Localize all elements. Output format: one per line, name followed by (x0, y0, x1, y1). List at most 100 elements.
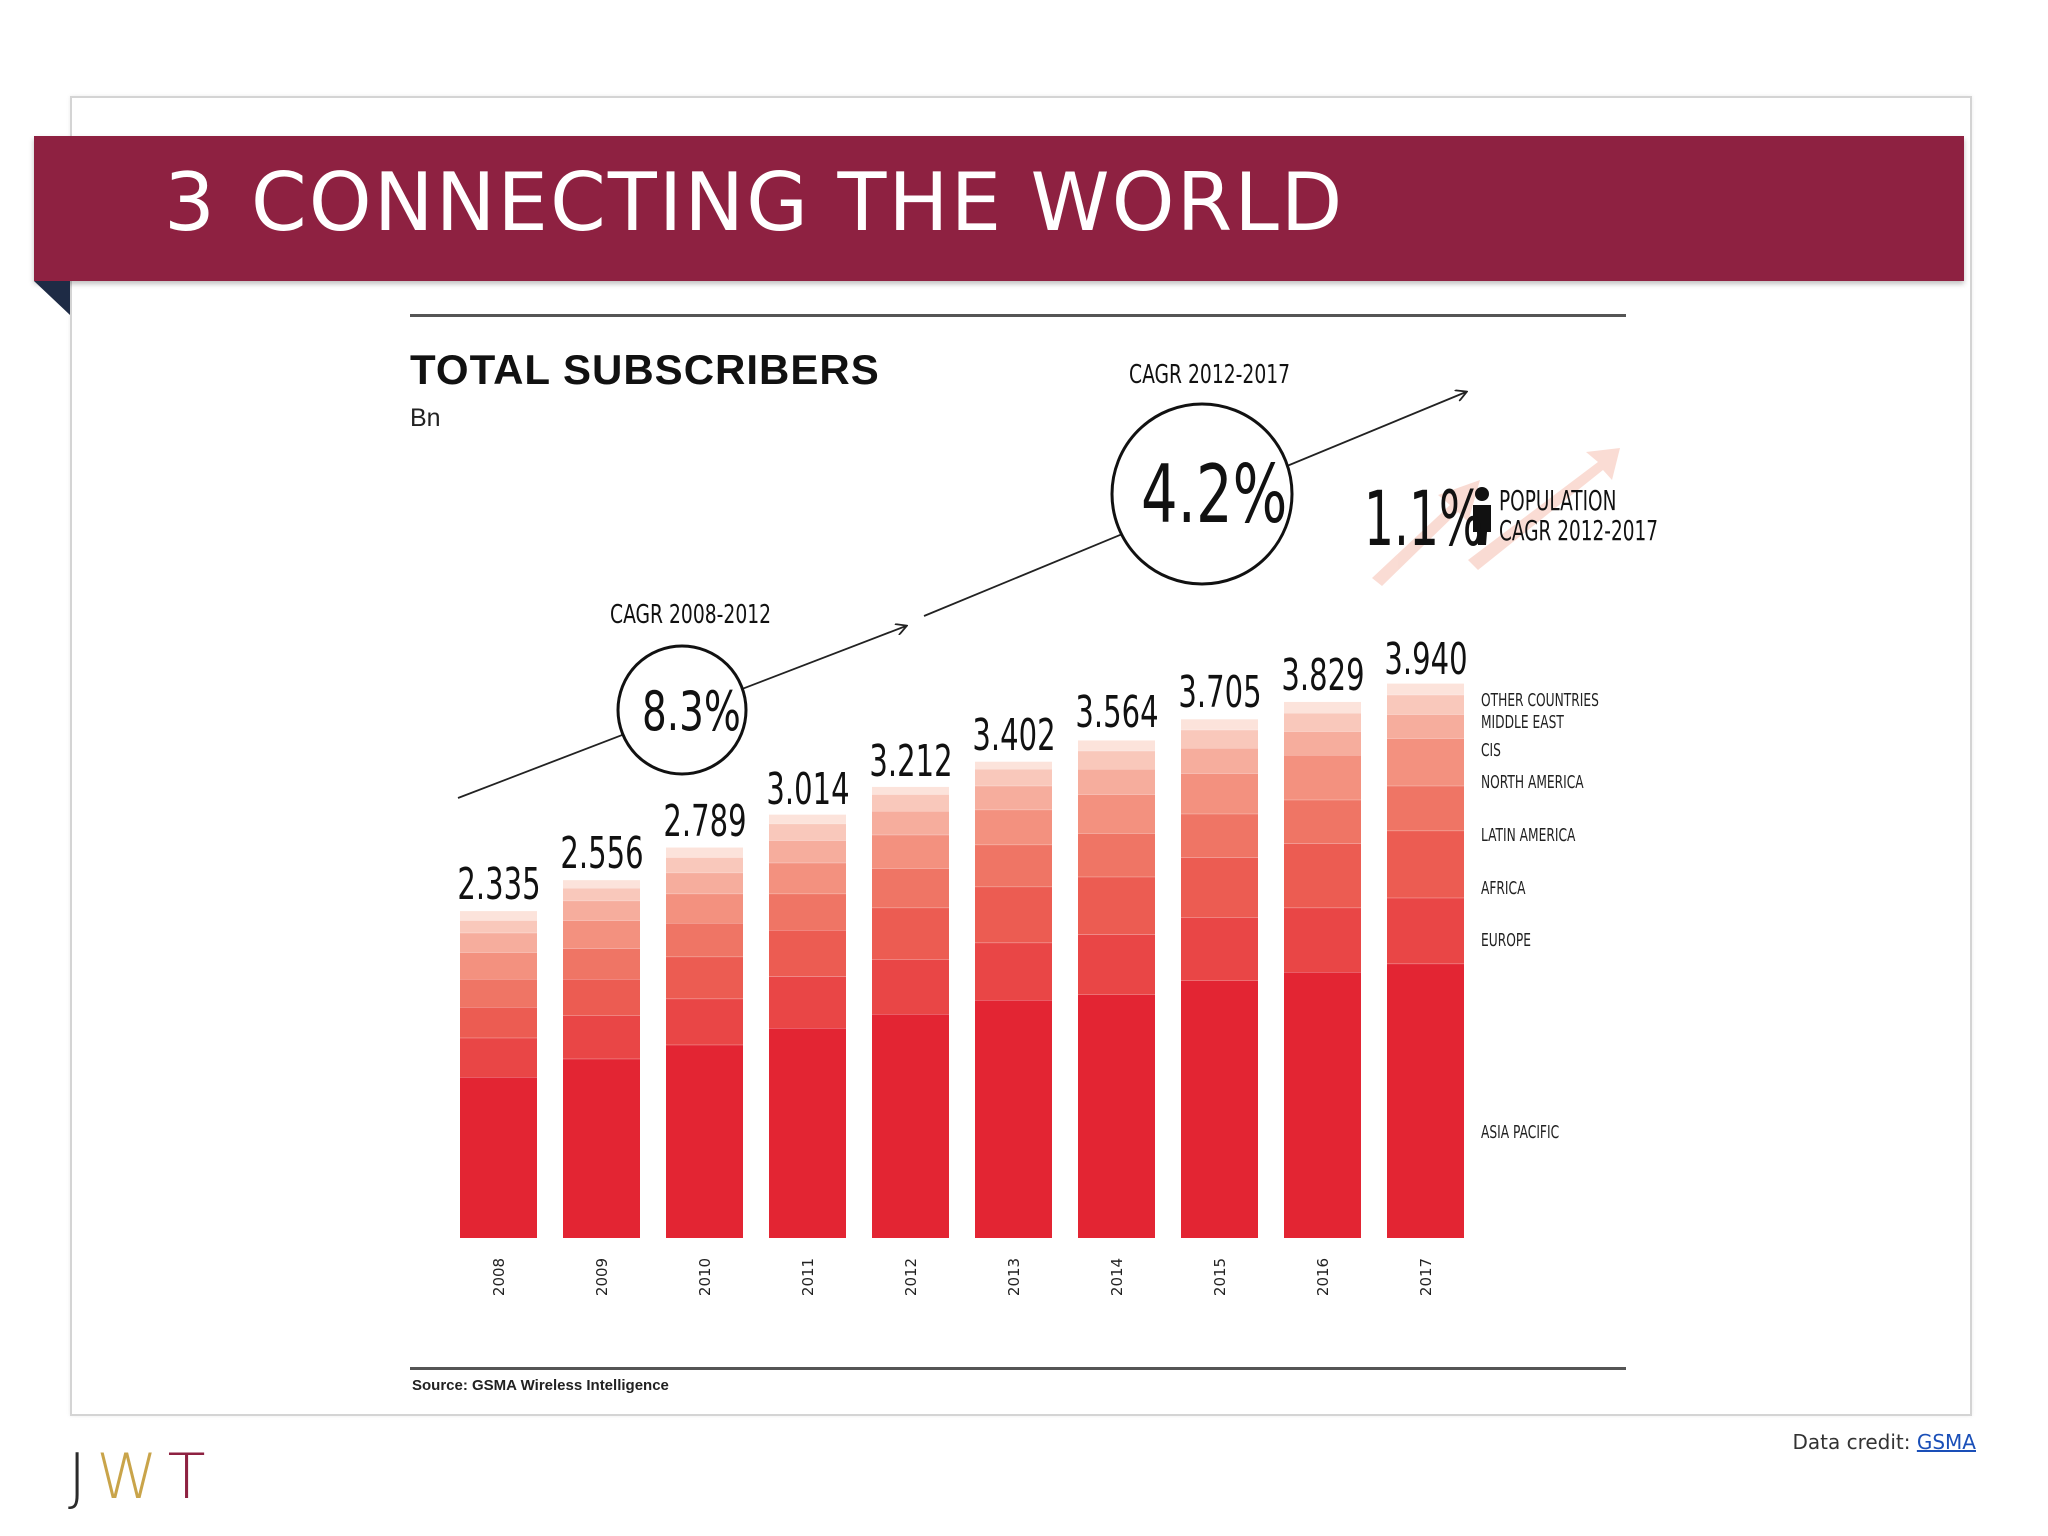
bar-segment-other-countries-2011 (769, 814, 846, 824)
jwt-logo: JWT (68, 1440, 215, 1513)
bar-segment-middle-east-2015 (1181, 729, 1258, 748)
bar-segment-latin-america-2014 (1078, 833, 1155, 877)
year-label-2011: 2011 (798, 1257, 817, 1297)
bar-segment-other-countries-2016 (1284, 701, 1361, 713)
year-label-2016: 2016 (1313, 1257, 1332, 1297)
total-label-2011: 3.014 (765, 764, 850, 816)
bar-segment-asia-pacific-2010 (666, 1044, 743, 1238)
cagr1-value: 8.3% (642, 680, 741, 743)
slide-number: 3 (164, 156, 217, 249)
cagr-circle-2 (1110, 402, 1294, 586)
bar-segment-africa-2017 (1387, 830, 1464, 898)
bar-segment-other-countries-2017 (1387, 683, 1464, 695)
bar-segment-latin-america-2009 (563, 948, 640, 979)
bar-segment-europe-2009 (563, 1015, 640, 1059)
bar-segment-cis-2015 (1181, 748, 1258, 774)
bar-segment-africa-2010 (666, 956, 743, 999)
bar-segment-africa-2009 (563, 979, 640, 1016)
bar-segment-latin-america-2012 (872, 868, 949, 908)
bar-segment-africa-2011 (769, 930, 846, 977)
credit-prefix: Data credit: (1792, 1430, 1917, 1454)
banner-fold (34, 281, 70, 315)
bar-segment-north-america-2017 (1387, 738, 1464, 786)
person-icon (1473, 487, 1491, 545)
legend-item-cis: CIS (1481, 740, 1501, 761)
bottom-rule (410, 1367, 1626, 1370)
slide-title-text: CONNECTING THE WORLD (250, 156, 1345, 249)
bar-segment-asia-pacific-2011 (769, 1028, 846, 1238)
bar-segment-latin-america-2017 (1387, 785, 1464, 831)
bar-segment-other-countries-2012 (872, 786, 949, 795)
population-value: 1.1% (1364, 474, 1484, 563)
bar-segment-other-countries-2015 (1181, 719, 1258, 730)
bar-segment-north-america-2012 (872, 834, 949, 869)
top-rule (410, 314, 1626, 317)
bar-segment-cis-2017 (1387, 714, 1464, 739)
bar-segment-cis-2012 (872, 811, 949, 835)
legend-item-asia-pacific: ASIA PACIFIC (1481, 1122, 1560, 1143)
bar-segment-other-countries-2009 (563, 880, 640, 888)
bar-segment-cis-2009 (563, 900, 640, 921)
bar-segment-north-america-2008 (460, 952, 537, 979)
bar-segment-middle-east-2013 (975, 769, 1052, 786)
bar-segment-middle-east-2016 (1284, 713, 1361, 732)
bar-segment-europe-2010 (666, 998, 743, 1045)
bar-segment-middle-east-2010 (666, 857, 743, 873)
bar-segment-cis-2010 (666, 872, 743, 894)
logo-letter-t: T (167, 1440, 216, 1513)
bar-segment-asia-pacific-2013 (975, 1000, 1052, 1238)
bar-segment-latin-america-2008 (460, 979, 537, 1007)
year-label-2008: 2008 (489, 1257, 508, 1297)
bar-segment-europe-2017 (1387, 897, 1464, 964)
slide-title: 3 CONNECTING THE WORLD (164, 156, 1344, 249)
total-label-2008: 2.335 (456, 859, 541, 911)
bar-segment-asia-pacific-2015 (1181, 980, 1258, 1238)
total-label-2016: 3.829 (1280, 649, 1365, 701)
bar-segment-cis-2016 (1284, 731, 1361, 755)
bar-segment-latin-america-2011 (769, 893, 846, 930)
credit-link[interactable]: GSMA (1916, 1430, 1976, 1454)
bar-segment-north-america-2014 (1078, 794, 1155, 834)
bar-segment-other-countries-2008 (460, 911, 537, 921)
bar-segment-north-america-2011 (769, 862, 846, 894)
bar-segment-asia-pacific-2017 (1387, 963, 1464, 1238)
legend-item-africa: AFRICA (1481, 878, 1526, 899)
bar-segment-africa-2016 (1284, 843, 1361, 908)
bar-segment-north-america-2010 (666, 893, 743, 923)
cagr1-label: CAGR 2008-2012 (610, 600, 772, 630)
bar-segment-africa-2014 (1078, 876, 1155, 935)
bar-segment-asia-pacific-2016 (1284, 972, 1361, 1238)
logo-letter-j: J (68, 1440, 97, 1513)
total-label-2014: 3.564 (1074, 687, 1159, 739)
legend-item-other-countries: OTHER COUNTRIES (1481, 690, 1599, 711)
bar-segment-europe-2011 (769, 976, 846, 1028)
legend-item-north-america: NORTH AMERICA (1481, 772, 1584, 793)
bar-segment-latin-america-2015 (1181, 813, 1258, 858)
bar-segment-middle-east-2009 (563, 888, 640, 901)
chart-title: TOTAL SUBSCRIBERS (410, 346, 880, 393)
cagr-circle-1 (616, 644, 748, 776)
legend-item-middle-east: MIDDLE EAST (1481, 712, 1564, 733)
bar-segment-middle-east-2017 (1387, 694, 1464, 715)
year-label-2010: 2010 (695, 1257, 714, 1297)
population-label-1: POPULATION (1499, 484, 1617, 517)
bar-segment-africa-2012 (872, 907, 949, 960)
bar-segment-middle-east-2012 (872, 794, 949, 811)
bars-group (460, 683, 1464, 1238)
year-label-2017: 2017 (1416, 1257, 1435, 1297)
total-label-2012: 3.212 (868, 736, 953, 788)
total-label-2010: 2.789 (662, 795, 747, 847)
population-arrows-icon (1372, 448, 1620, 586)
bar-segment-north-america-2015 (1181, 773, 1258, 814)
bar-segment-north-america-2016 (1284, 755, 1361, 800)
bar-segment-cis-2008 (460, 932, 537, 953)
bar-segment-asia-pacific-2009 (563, 1058, 640, 1238)
bar-segment-middle-east-2014 (1078, 750, 1155, 769)
bar-segment-north-america-2013 (975, 809, 1052, 845)
year-label-2014: 2014 (1107, 1257, 1126, 1297)
title-banner: 3 CONNECTING THE WORLD (34, 136, 1964, 281)
bar-segment-europe-2008 (460, 1037, 537, 1077)
bar-segment-cis-2011 (769, 840, 846, 863)
bar-segment-north-america-2009 (563, 920, 640, 949)
bar-segment-europe-2015 (1181, 917, 1258, 981)
